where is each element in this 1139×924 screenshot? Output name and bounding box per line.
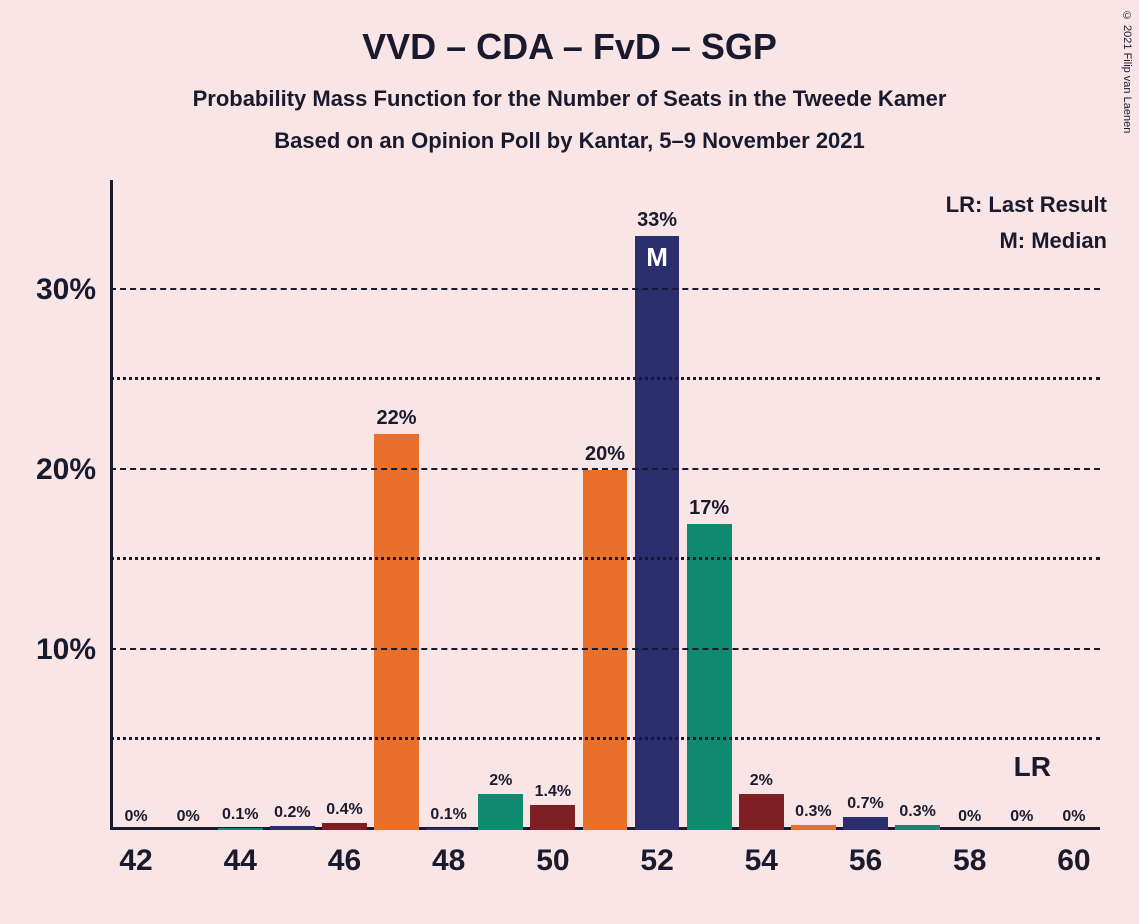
bar-value-label: 20% <box>585 443 625 470</box>
x-tick-label: 48 <box>432 830 465 878</box>
x-tick-label: 50 <box>536 830 569 878</box>
bar-value-label: 2% <box>750 772 773 794</box>
bar-value-label: 0.7% <box>847 795 883 817</box>
bar-value-label: 22% <box>377 407 417 434</box>
bar: 0.7% <box>843 817 888 830</box>
bar-value-label: 0% <box>124 808 147 830</box>
bar-value-label: 0% <box>177 808 200 830</box>
x-tick-label: 60 <box>1057 830 1090 878</box>
y-tick-label: 30% <box>36 273 110 307</box>
bar-value-label: 0% <box>1010 808 1033 830</box>
bar-value-label: 0.2% <box>274 804 310 826</box>
chart-title: VVD – CDA – FvD – SGP <box>0 0 1139 68</box>
bar-value-label: 0.4% <box>326 801 362 823</box>
bar: 22% <box>374 434 419 830</box>
x-tick-label: 58 <box>953 830 986 878</box>
last-result-marker: LR <box>1014 751 1051 783</box>
bar: 33%M <box>635 236 680 830</box>
y-tick-label: 20% <box>36 453 110 487</box>
bar-value-label: 0.1% <box>430 806 466 828</box>
x-tick-label: 44 <box>224 830 257 878</box>
bar: 0.4% <box>322 823 367 830</box>
copyright-text: © 2021 Filip van Laenen <box>1121 10 1133 133</box>
gridline <box>110 377 1100 380</box>
bar-value-label: 33% <box>637 209 677 236</box>
bar-value-label: 1.4% <box>535 783 571 805</box>
bar-value-label: 0% <box>958 808 981 830</box>
bar: 2% <box>478 794 523 830</box>
bar-value-label: 2% <box>489 772 512 794</box>
bar-value-label: 17% <box>689 497 729 524</box>
gridline <box>110 468 1100 470</box>
bar: 2% <box>739 794 784 830</box>
chart-subtitle-1: Probability Mass Function for the Number… <box>0 68 1139 112</box>
bar: 20% <box>583 470 628 830</box>
gridline <box>110 557 1100 560</box>
x-tick-label: 52 <box>640 830 673 878</box>
x-tick-label: 54 <box>745 830 778 878</box>
bar: 0.2% <box>270 826 315 830</box>
bar: 0.3% <box>791 825 836 830</box>
bar-value-label: 0.1% <box>222 806 258 828</box>
bar: 1.4% <box>530 805 575 830</box>
bar-value-label: 0.3% <box>899 803 935 825</box>
median-marker: M <box>646 242 668 273</box>
gridline <box>110 288 1100 290</box>
bar-value-label: 0.3% <box>795 803 831 825</box>
chart-subtitle-2: Based on an Opinion Poll by Kantar, 5–9 … <box>0 112 1139 154</box>
bar: 17% <box>687 524 732 830</box>
y-tick-label: 10% <box>36 633 110 667</box>
x-tick-label: 42 <box>119 830 152 878</box>
bar: 0.3% <box>895 825 940 830</box>
chart-plot-area: 0%0%0.1%0.2%0.4%22%0.1%2%1.4%20%33%M17%2… <box>110 200 1100 830</box>
bars-container: 0%0%0.1%0.2%0.4%22%0.1%2%1.4%20%33%M17%2… <box>110 200 1100 830</box>
x-tick-label: 56 <box>849 830 882 878</box>
x-tick-label: 46 <box>328 830 361 878</box>
gridline <box>110 648 1100 650</box>
bar-value-label: 0% <box>1062 808 1085 830</box>
gridline <box>110 737 1100 740</box>
